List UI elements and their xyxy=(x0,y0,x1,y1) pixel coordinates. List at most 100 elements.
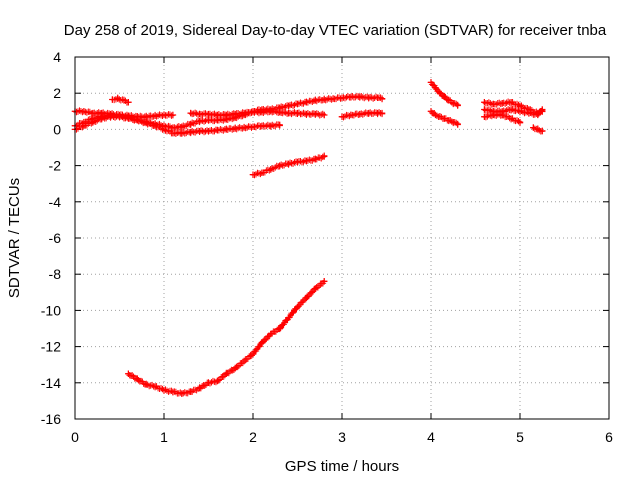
data-point xyxy=(436,90,444,97)
data-point xyxy=(294,158,301,166)
data-point xyxy=(107,113,114,120)
data-point xyxy=(312,97,319,104)
data-point xyxy=(267,330,274,338)
x-tick-label: 5 xyxy=(516,429,524,445)
y-tick-label: -16 xyxy=(41,411,61,427)
data-point xyxy=(374,94,381,101)
series-arc-8 xyxy=(125,277,328,397)
data-point xyxy=(303,99,310,106)
series-arc-9 xyxy=(427,79,461,109)
y-tick-label: -4 xyxy=(49,194,62,210)
data-point xyxy=(338,113,346,120)
data-point xyxy=(507,115,515,122)
data-point xyxy=(516,108,524,115)
data-point xyxy=(134,117,141,124)
data-point xyxy=(169,111,177,119)
data-point xyxy=(276,162,283,169)
data-point xyxy=(214,127,221,134)
data-point xyxy=(125,114,132,121)
data-layer xyxy=(71,79,546,397)
series-arc-3 xyxy=(71,112,283,138)
y-tick-label: 0 xyxy=(53,121,61,137)
x-tick-label: 0 xyxy=(71,429,79,445)
y-tick-label: 4 xyxy=(53,49,61,65)
grid-layer xyxy=(75,57,609,419)
data-point xyxy=(285,314,292,321)
data-point xyxy=(490,100,497,108)
data-point xyxy=(312,110,319,118)
data-point xyxy=(187,388,194,396)
series-arc-6 xyxy=(249,152,328,179)
data-point xyxy=(267,122,274,129)
data-point xyxy=(134,375,141,383)
data-point xyxy=(454,101,461,109)
data-point xyxy=(276,109,283,116)
data-point xyxy=(347,93,355,101)
data-point xyxy=(80,108,88,115)
data-point xyxy=(178,390,185,397)
data-point xyxy=(276,325,283,332)
data-point xyxy=(160,126,168,133)
data-point xyxy=(223,370,230,377)
data-point xyxy=(432,84,439,91)
data-point xyxy=(356,110,363,118)
x-tick-label: 3 xyxy=(338,429,346,445)
data-point xyxy=(258,339,266,347)
data-point xyxy=(432,111,439,119)
y-tick-label: -12 xyxy=(41,339,61,355)
data-point xyxy=(232,125,239,132)
data-point xyxy=(378,109,386,117)
data-point xyxy=(196,385,203,392)
data-point xyxy=(294,303,301,310)
data-point xyxy=(427,108,435,115)
data-point xyxy=(151,383,159,390)
data-point xyxy=(178,123,185,130)
series-arc-13 xyxy=(481,105,546,119)
data-point xyxy=(525,109,533,117)
data-point xyxy=(120,97,128,104)
data-point xyxy=(196,110,203,118)
data-point xyxy=(109,96,116,103)
data-point xyxy=(454,120,461,128)
data-point xyxy=(499,99,506,107)
data-point xyxy=(169,129,177,137)
data-point xyxy=(80,122,88,129)
data-point xyxy=(534,111,541,119)
data-point xyxy=(240,357,248,365)
y-tick-label: -14 xyxy=(41,375,61,391)
data-point xyxy=(232,110,239,118)
data-point xyxy=(232,365,239,372)
data-point xyxy=(160,111,168,119)
data-point xyxy=(507,106,515,113)
data-point xyxy=(427,79,435,86)
data-point xyxy=(507,99,515,106)
data-point xyxy=(321,96,328,103)
data-point xyxy=(294,100,301,108)
series-arc-11 xyxy=(481,98,546,117)
data-point xyxy=(89,118,96,126)
data-point xyxy=(436,113,444,120)
tick-layer: 0 1 2 3 4 5 6 -16 -14 -12 -10 -8 -6 -4 -2 0 2 4 xyxy=(41,49,613,445)
data-point xyxy=(151,112,159,120)
y-tick-label: -6 xyxy=(49,230,62,246)
y-tick-label: 2 xyxy=(53,85,61,101)
y-axis-label: SDTVAR / TECUs xyxy=(6,178,23,298)
data-point xyxy=(285,109,292,117)
data-point xyxy=(258,169,266,177)
chart-title: Day 258 of 2019, Sidereal Day-to-day VTE… xyxy=(64,22,607,39)
x-tick-label: 6 xyxy=(605,429,613,445)
data-point xyxy=(481,106,488,113)
series-arc-12 xyxy=(481,111,524,127)
data-point xyxy=(249,109,257,116)
data-point xyxy=(151,122,159,129)
data-point xyxy=(240,109,248,117)
y-tick-label: -10 xyxy=(41,302,61,318)
data-point xyxy=(249,171,257,178)
data-point xyxy=(365,94,372,101)
data-point xyxy=(125,370,132,377)
data-point xyxy=(196,118,203,125)
series-arc-4 xyxy=(109,94,132,106)
data-point xyxy=(196,128,203,135)
data-point xyxy=(214,377,221,385)
